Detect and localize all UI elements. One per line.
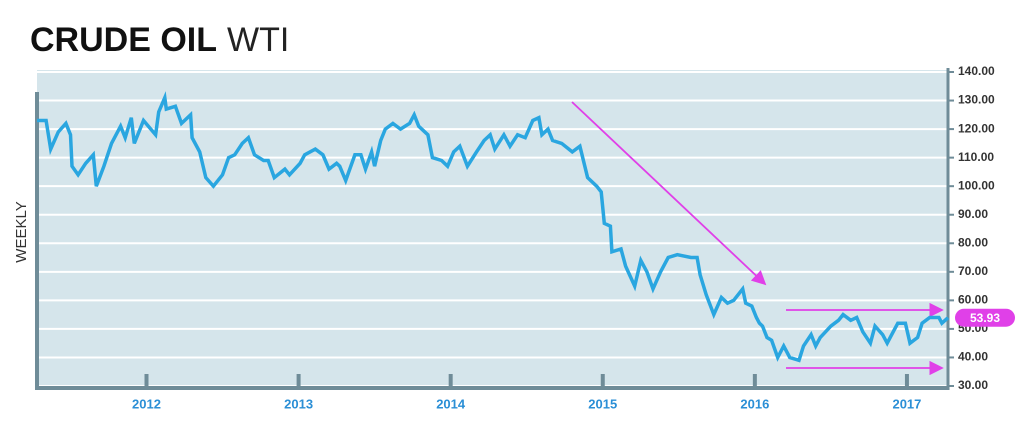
y-tick-label: 70.00	[958, 264, 988, 278]
x-tick-label: 2015	[588, 396, 617, 411]
x-tick-label: 2013	[284, 396, 313, 411]
trend-arrow	[571, 101, 767, 286]
price-line	[37, 91, 950, 363]
y-tick-label: 110.00	[958, 150, 994, 164]
y-tick-label: 130.00	[958, 93, 995, 107]
y-tick-label: 90.00	[958, 207, 988, 221]
y-tick-label: 100.00	[958, 178, 995, 192]
last-value-label: 53.93	[970, 311, 1000, 325]
y-tick-label: 140.00	[958, 64, 995, 78]
x-tick-label: 2014	[436, 396, 466, 411]
y-tick-label: 60.00	[958, 293, 988, 307]
x-tick-label: 2016	[740, 396, 769, 411]
title: CRUDE OIL	[30, 21, 217, 59]
y-axis-label: WEEKLY	[13, 201, 30, 262]
subtitle: WTI	[227, 21, 289, 59]
plot-background	[37, 70, 948, 388]
y-tick-label: 40.00	[958, 350, 988, 364]
x-tick-label: 2017	[892, 396, 921, 411]
y-tick-label: 30.00	[958, 378, 988, 392]
y-tick-label: 80.00	[958, 235, 988, 249]
x-tick-label: 2012	[132, 396, 161, 411]
y-tick-label: 120.00	[958, 121, 995, 135]
last-value-pill	[955, 308, 1015, 327]
chart-title: CRUDE OIL WTI	[30, 21, 289, 59]
